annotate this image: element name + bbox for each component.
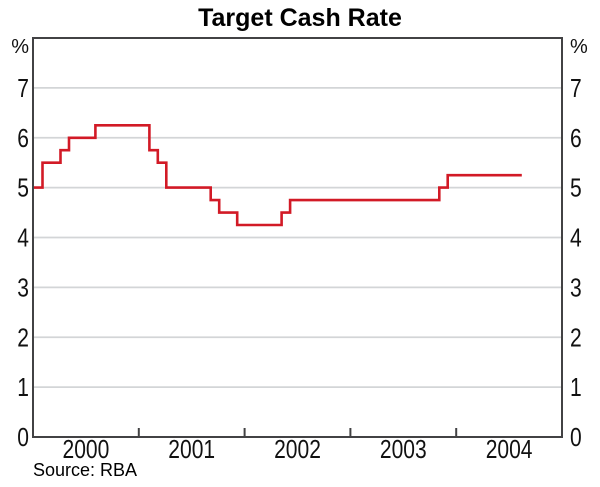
x-axis-label: 2001 [168, 434, 215, 464]
y-axis-label-right: 6 [570, 123, 582, 153]
y-axis-label-left: 2 [17, 322, 29, 352]
y-axis-label-right: 0 [570, 422, 582, 452]
y-axis-label-left: 3 [17, 272, 29, 302]
source-note: Source: RBA [33, 460, 138, 480]
y-axis-label-right: 1 [570, 372, 582, 402]
y-axis-label-left: 5 [17, 173, 29, 203]
x-axis-label: 2003 [380, 434, 427, 464]
y-axis-label-right: 2 [570, 322, 582, 352]
x-axis-label: 2000 [63, 434, 110, 464]
y-axis-label-right: 3 [570, 272, 582, 302]
chart-title: Target Cash Rate [198, 4, 402, 32]
y-axis-label-left: 6 [17, 123, 29, 153]
y-axis-label-left: 0 [17, 422, 29, 452]
y-axis-label-right: 4 [570, 223, 582, 253]
cash-rate-step-line [33, 124, 522, 227]
y-axis-label-right: 7 [570, 73, 582, 103]
plot-border [32, 37, 563, 438]
y-axis-label-left: 1 [17, 372, 29, 402]
y-axis-label-left: 4 [17, 223, 29, 253]
x-axis-label: 2002 [274, 434, 321, 464]
unit-label-left: % [11, 36, 29, 58]
y-axis-label-left: 7 [17, 73, 29, 103]
x-axis-label: 2004 [486, 434, 533, 464]
unit-label-right: % [570, 36, 588, 58]
y-axis-label-right: 5 [570, 173, 582, 203]
